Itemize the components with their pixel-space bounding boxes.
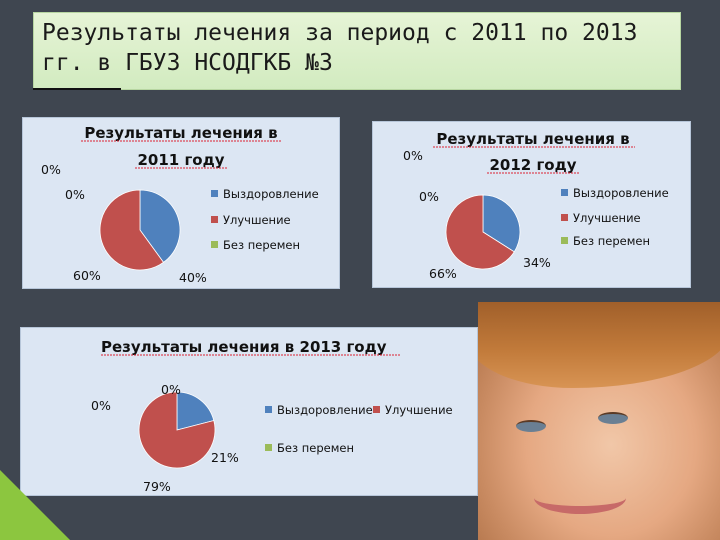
legend-swatch: [373, 406, 380, 413]
data-label-zero: 0%: [403, 148, 423, 163]
chart-title: Результаты лечения в: [84, 124, 277, 142]
data-label: 34%: [523, 255, 551, 270]
legend-label: Выздоровление: [223, 187, 319, 201]
legend-label: Без перемен: [277, 441, 354, 455]
legend-swatch: [265, 444, 272, 451]
data-label: 0%: [161, 382, 181, 397]
chart-2012-panel: Результаты лечения в 2012 году 34% 66% 0% 0% В…: [372, 121, 691, 288]
right-eye: [598, 412, 628, 424]
legend-swatch: [561, 214, 568, 221]
data-label: 66%: [429, 266, 457, 281]
legend-label: Улучшение: [223, 213, 291, 227]
legend-swatch: [265, 406, 272, 413]
legend-label: Выздоровление: [573, 186, 669, 200]
data-label-zero: 0%: [41, 162, 61, 177]
legend-label: Улучшение: [385, 403, 453, 417]
legend-swatch: [561, 189, 568, 196]
data-label: 40%: [179, 270, 207, 285]
slide-title: Результаты лечения за период с 2011 по 2…: [42, 20, 638, 76]
chart-title: Результаты лечения в: [436, 130, 629, 148]
legend-swatch: [211, 241, 218, 248]
data-label: 0%: [419, 189, 439, 204]
chart-2013-panel: Результаты лечения в 2013 году 21% 79% 0% 0%…: [20, 327, 478, 496]
legend-swatch: [211, 190, 218, 197]
chart-2013: Результаты лечения в 2013 году 21% 79% 0% 0%…: [91, 338, 453, 494]
child-face-photo: [478, 302, 720, 540]
legend-label: Выздоровление: [277, 403, 373, 417]
data-label: 0%: [65, 187, 85, 202]
smile: [534, 482, 626, 514]
legend-swatch: [561, 237, 568, 244]
pie-slice-Улучшение: [138, 391, 216, 469]
legend-label: Улучшение: [573, 211, 641, 225]
data-label: 21%: [211, 450, 239, 465]
legend-label: Без перемен: [573, 234, 650, 248]
pie-slice-Улучшение: [99, 189, 165, 271]
left-eye: [516, 420, 546, 432]
legend-swatch: [211, 216, 218, 223]
title-box: Результаты лечения за период с 2011 по 2…: [33, 12, 681, 90]
chart-2011: Результаты лечения в 2011 году 40% 60% 0% 0% В…: [41, 124, 319, 285]
title-underline: [33, 88, 121, 90]
chart-2012: Результаты лечения в 2012 году 34% 66% 0% 0% В…: [403, 130, 669, 281]
chart-2011-panel: Результаты лечения в 2011 году 40% 60% 0% 0% В…: [22, 117, 340, 289]
pie-slice-Улучшение: [445, 194, 515, 270]
legend-label: Без перемен: [223, 238, 300, 252]
data-label-zero: 0%: [91, 398, 111, 413]
green-corner-decoration: [0, 470, 70, 540]
data-label: 60%: [73, 268, 101, 283]
hair: [478, 302, 720, 388]
chart-title: 2012 году: [489, 156, 576, 174]
pie-slice-Выздоровление: [139, 189, 181, 263]
chart-title: 2011 году: [137, 151, 224, 169]
chart-title: Результаты лечения в 2013 году: [101, 338, 387, 356]
data-label: 79%: [143, 479, 171, 494]
pie-slice-Выздоровление: [176, 391, 215, 431]
